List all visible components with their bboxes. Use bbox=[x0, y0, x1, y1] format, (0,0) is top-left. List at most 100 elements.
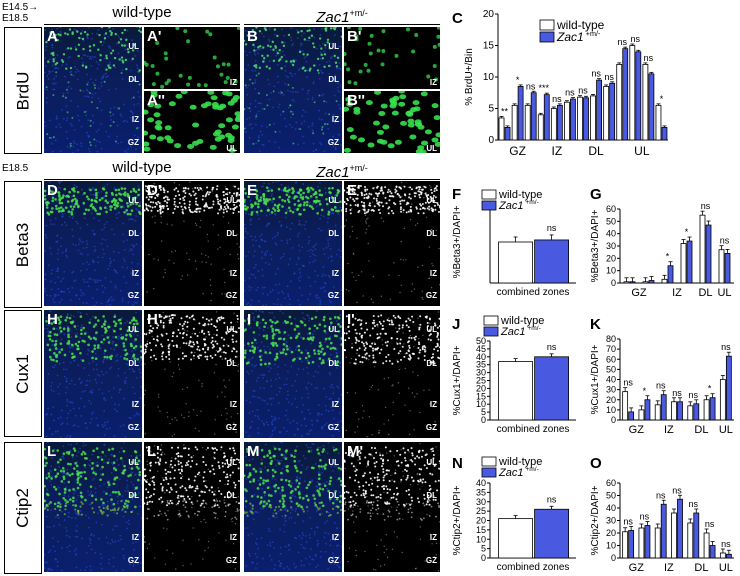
bar-zac bbox=[534, 508, 569, 559]
y-tick-label: 50 bbox=[606, 216, 616, 226]
zone-label-iz: IZ bbox=[131, 533, 139, 542]
row-label-beta3: Beta3 bbox=[4, 181, 42, 308]
header-text: Zac1 bbox=[316, 9, 350, 26]
header-wildtype-top: wild-type bbox=[44, 3, 240, 23]
zone-label-iz: IZ bbox=[131, 268, 139, 278]
bar-zac bbox=[534, 239, 569, 284]
bar-wt bbox=[498, 361, 533, 421]
zone-label-dl: DL bbox=[328, 228, 339, 238]
zone-label-gz: GZ bbox=[425, 422, 437, 432]
micrograph-Ap: A' IZ bbox=[144, 27, 240, 89]
y-axis-label: %Cux1+/DAPI+ bbox=[590, 344, 601, 414]
zone-label-dl: DL bbox=[128, 491, 139, 501]
bar-zac bbox=[648, 280, 655, 284]
bar-zac bbox=[628, 530, 635, 559]
bar-wt bbox=[642, 281, 649, 284]
bar-zac bbox=[648, 73, 655, 141]
significance-label: ns bbox=[631, 34, 641, 44]
micrograph-L: L UL DL IZ GZ bbox=[44, 442, 142, 572]
significance-label: ns bbox=[705, 519, 715, 529]
timeline-label: E14.5→ E18.5 bbox=[2, 2, 38, 24]
bar-zac bbox=[686, 240, 693, 284]
significance-label: * bbox=[660, 94, 664, 104]
zone-label-dl: DL bbox=[128, 74, 139, 84]
y-tick-label: 0 bbox=[611, 553, 616, 563]
bar-zac bbox=[709, 545, 716, 559]
legend-label-zac-sup: +m/- bbox=[527, 325, 540, 332]
bar-wt bbox=[654, 527, 661, 559]
zone-label-dl: DL bbox=[426, 491, 437, 501]
timeline-start: E14.5→ bbox=[2, 2, 39, 13]
panel-letter: D bbox=[47, 182, 58, 199]
figure-letter-C: C bbox=[452, 10, 463, 27]
header-zac-bottom: Zac1+m/- bbox=[244, 158, 440, 183]
y-tick-label: 40 bbox=[606, 375, 616, 385]
significance-label: ns bbox=[640, 512, 650, 522]
y-axis-label: % BrdU+/Bin bbox=[464, 48, 475, 106]
bar-zac bbox=[556, 104, 563, 141]
panel-letter: E bbox=[247, 182, 258, 199]
panel-letter: I' bbox=[347, 311, 355, 328]
y-tick-label: 15 bbox=[483, 41, 495, 52]
y-tick-label: 5 bbox=[481, 544, 486, 554]
y-tick-label: 20 bbox=[483, 9, 495, 20]
micrograph-D: D UL DL IZ GZ bbox=[44, 181, 142, 306]
group-label: IZ bbox=[552, 144, 563, 158]
significance-label: ns bbox=[617, 37, 627, 47]
y-tick-label: 20 bbox=[606, 395, 616, 405]
zone-label-gz: GZ bbox=[327, 556, 339, 566]
zone-label-iz: IZ bbox=[229, 399, 237, 409]
row-label-text: Ctip2 bbox=[13, 488, 32, 528]
header-underline bbox=[244, 24, 440, 25]
micrograph-texture bbox=[44, 442, 142, 572]
y-tick-label: 10 bbox=[476, 399, 486, 409]
y-tick-label: 40 bbox=[476, 352, 486, 362]
panel-letter: I bbox=[247, 311, 252, 328]
bar-wt bbox=[629, 45, 636, 141]
header-underline bbox=[44, 24, 240, 25]
significance-label: ns bbox=[552, 94, 562, 104]
zone-label-gz: GZ bbox=[127, 422, 139, 432]
legend-swatch-wt bbox=[481, 456, 497, 467]
bar-zac bbox=[709, 397, 716, 421]
zone-label-ul: UL bbox=[226, 196, 237, 205]
bar-wt bbox=[590, 95, 596, 141]
legend-swatch-zac bbox=[483, 326, 499, 337]
panel-letter: B bbox=[247, 28, 258, 45]
zone-label-ul: UL bbox=[128, 196, 139, 205]
micrograph-texture bbox=[144, 444, 240, 570]
significance-label: ns bbox=[689, 499, 699, 509]
header-text: wild-type bbox=[112, 159, 172, 176]
legend-label-zac-sup: +m/- bbox=[525, 199, 538, 206]
timeline-end: E18.5 bbox=[2, 13, 29, 24]
zone-label-gz: GZ bbox=[127, 291, 139, 300]
zone-label-gz: GZ bbox=[127, 137, 139, 147]
y-tick-label: 5 bbox=[481, 407, 486, 417]
zone-label-ul: UL bbox=[328, 457, 339, 467]
bar-zac bbox=[517, 86, 524, 141]
legend-swatch-wt bbox=[481, 189, 497, 200]
header-text: wild-type bbox=[112, 4, 172, 21]
y-tick-label: 30 bbox=[476, 368, 486, 378]
legend-label-zac: Zac1 bbox=[556, 30, 584, 44]
bar-wt bbox=[623, 281, 630, 284]
y-axis-label: %Beta3+/DAPI+ bbox=[590, 209, 601, 282]
chart-F: %Beta3+/DAPI+ ns combined zones wild-typeZa… bbox=[452, 189, 576, 298]
bar-wt bbox=[498, 518, 533, 559]
y-axis-label: %Cux1+/DAPI+ bbox=[452, 345, 463, 415]
zone-label-dl: DL bbox=[226, 491, 237, 501]
bar-zac bbox=[644, 399, 651, 421]
significance-label: ns bbox=[547, 494, 557, 504]
row-label-text: Cux1 bbox=[13, 353, 32, 394]
group-label: GZ bbox=[509, 144, 526, 158]
y-tick-label: 40 bbox=[476, 478, 486, 488]
figure-letter-F: F bbox=[452, 186, 462, 203]
zone-label-gz: GZ bbox=[127, 556, 139, 566]
significance-label: ns bbox=[720, 236, 730, 246]
y-axis-label: %Ctip2+/DAPI+ bbox=[452, 485, 463, 555]
bar-zac bbox=[504, 127, 511, 141]
zone-label-ul: UL bbox=[328, 325, 339, 335]
